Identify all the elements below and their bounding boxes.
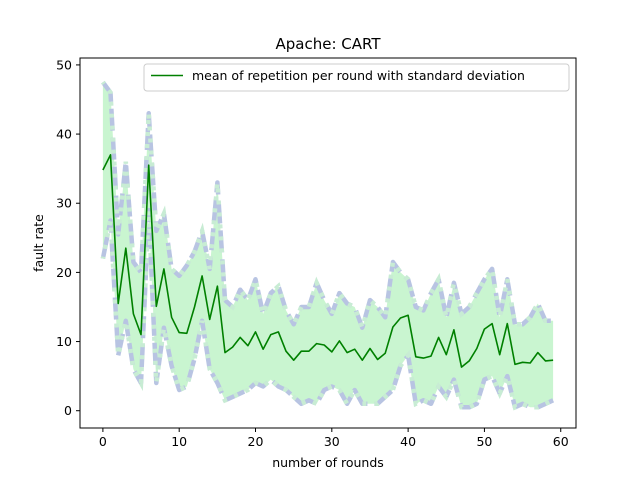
legend-box — [143, 63, 570, 92]
x-tick-label: 20 — [248, 434, 264, 449]
std-lower-edge-dotted — [100, 209, 555, 411]
x-tick-label: 30 — [324, 434, 340, 449]
x-ticks: 0 10 20 30 40 50 60 — [99, 428, 569, 449]
x-tick-label: 0 — [99, 434, 107, 449]
chart-title: Apache: CART — [275, 35, 381, 53]
std-band-fill — [102, 82, 554, 408]
y-axis-label: fault rate — [31, 214, 46, 272]
mean-line-layer — [102, 154, 554, 368]
legend: mean of repetition per round with standa… — [143, 63, 570, 92]
plot-area-frame — [79, 57, 577, 429]
y-tick-label: 10 — [56, 334, 72, 349]
x-tick-label: 60 — [553, 434, 569, 449]
x-tick-label: 10 — [171, 434, 187, 449]
y-tick-label: 50 — [56, 57, 72, 72]
std-upper-edge-dotted — [101, 80, 554, 336]
y-tick-label: 30 — [56, 196, 72, 211]
y-tick-label: 20 — [56, 265, 72, 280]
mean-line — [102, 154, 554, 368]
y-ticks: 0 10 20 30 40 50 — [56, 57, 80, 418]
std-band — [100, 80, 555, 411]
legend-label-mean: mean of repetition per round with standa… — [192, 68, 525, 83]
y-tick-label: 40 — [56, 127, 72, 142]
y-tick-label: 0 — [64, 403, 72, 418]
x-axis-label: number of rounds — [272, 455, 384, 470]
x-tick-label: 40 — [400, 434, 416, 449]
x-tick-label: 50 — [476, 434, 492, 449]
